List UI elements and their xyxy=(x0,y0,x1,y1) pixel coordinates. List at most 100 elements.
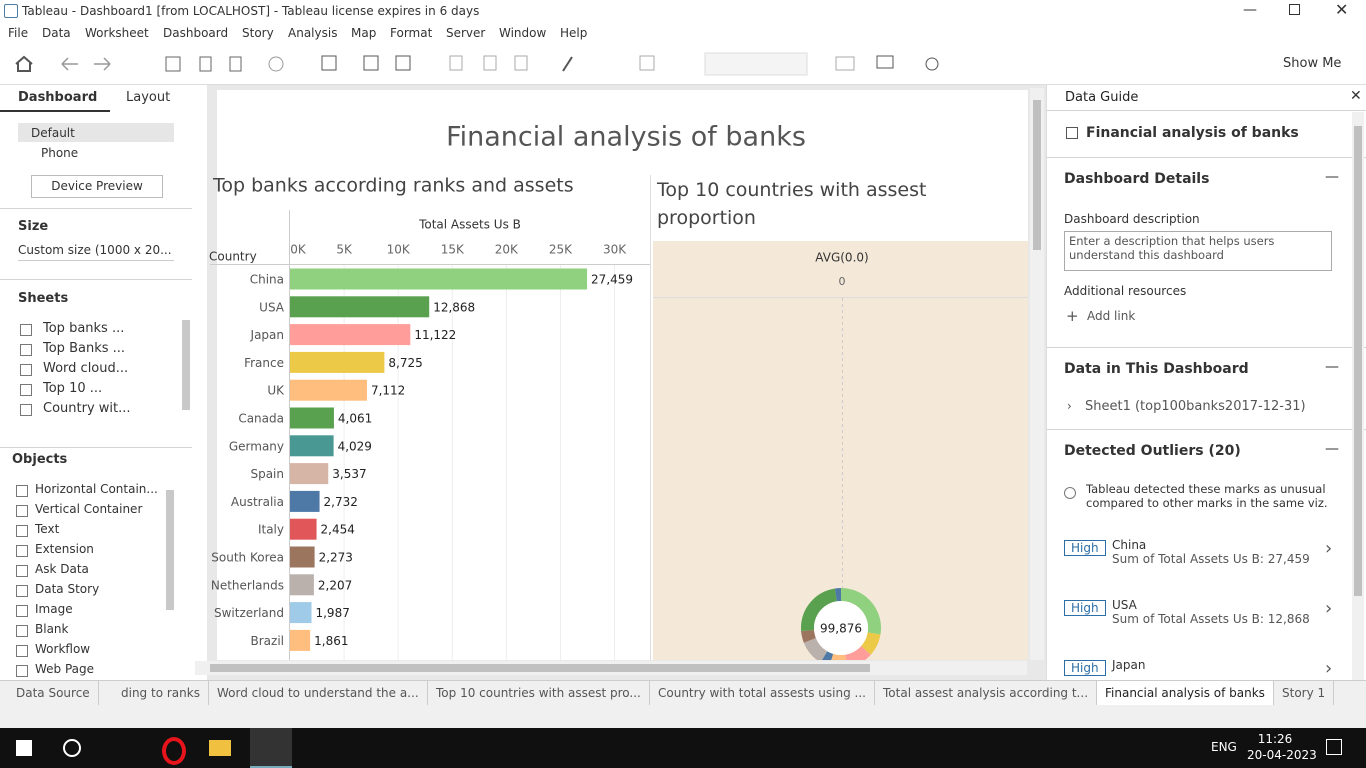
home-icon[interactable] xyxy=(15,55,33,72)
object-item[interactable]: Vertical Container xyxy=(35,502,143,516)
new-sheet-icon[interactable] xyxy=(321,55,337,71)
object-item[interactable]: Blank xyxy=(35,622,69,636)
collapse[interactable]: — xyxy=(1325,169,1339,185)
clear-icon[interactable] xyxy=(395,55,411,71)
time[interactable]: 11:26 xyxy=(1257,732,1293,746)
object-item[interactable]: Data Story xyxy=(35,582,100,596)
sheet-tab[interactable]: Top 10 countries with assest pro... xyxy=(428,681,650,705)
new-source-icon[interactable] xyxy=(199,56,212,72)
outlier-arrow[interactable]: › xyxy=(1325,538,1333,559)
bar xyxy=(290,296,430,318)
outlier-name[interactable]: China xyxy=(1112,538,1147,552)
device-default[interactable]: Default xyxy=(31,126,75,140)
restore[interactable] xyxy=(1289,4,1300,15)
guide-scrollbar[interactable] xyxy=(1352,112,1364,680)
data-heading[interactable]: Data in This Dashboard xyxy=(1064,361,1249,377)
undo-icon[interactable] xyxy=(61,57,78,71)
object-item[interactable]: Web Page xyxy=(35,662,95,676)
menu-item[interactable]: Format xyxy=(390,26,433,40)
details-heading[interactable]: Dashboard Details xyxy=(1064,171,1210,187)
sheet-item[interactable]: Top Banks ... xyxy=(43,341,126,356)
object-item[interactable]: Extension xyxy=(35,542,94,556)
expand-arrow[interactable]: › xyxy=(1067,399,1072,413)
sheet-tab[interactable]: Country with total assests using ... xyxy=(650,681,875,705)
pause-icon[interactable] xyxy=(229,56,242,72)
data-guide-close[interactable]: ✕ xyxy=(1350,88,1362,104)
object-item[interactable]: Image xyxy=(35,602,73,616)
add-link[interactable]: Add link xyxy=(1087,309,1136,323)
menu-item[interactable]: File xyxy=(8,26,29,40)
outlier-name[interactable]: Japan xyxy=(1112,658,1146,672)
share-icon[interactable] xyxy=(925,57,939,71)
start-button[interactable] xyxy=(16,740,32,756)
size-dropdown[interactable]: Custom size (1000 x 20... xyxy=(18,243,174,261)
sheet-tab[interactable]: Financial analysis of banks xyxy=(1097,681,1274,705)
show-me[interactable]: Show Me xyxy=(1283,56,1342,71)
minimize[interactable]: — xyxy=(1243,2,1257,18)
dashboard-tab[interactable]: Dashboard xyxy=(18,90,98,105)
object-item[interactable]: Horizontal Contain... xyxy=(35,482,158,496)
menu-item[interactable]: Help xyxy=(560,26,588,40)
redo-icon[interactable] xyxy=(94,57,111,71)
menu-item[interactable]: Story xyxy=(242,26,274,40)
device-preview-button[interactable]: Device Preview xyxy=(31,175,163,198)
canvas-h-scrollbar[interactable] xyxy=(195,661,1027,675)
menu-item[interactable]: Data xyxy=(42,26,71,40)
duplicate-icon[interactable] xyxy=(363,55,379,71)
object-item[interactable]: Ask Data xyxy=(35,562,89,576)
collapse[interactable]: — xyxy=(1325,441,1339,457)
object-item[interactable]: Text xyxy=(35,522,60,536)
refresh-icon[interactable] xyxy=(268,56,284,72)
menu-item[interactable]: Analysis xyxy=(288,26,338,40)
collapse[interactable]: — xyxy=(1325,359,1339,375)
menu-item[interactable]: Dashboard xyxy=(163,26,229,40)
outlier-arrow[interactable]: › xyxy=(1325,598,1333,619)
explorer-icon[interactable] xyxy=(209,740,231,756)
sort-asc-icon[interactable] xyxy=(483,55,497,71)
close[interactable]: ✕ xyxy=(1335,0,1349,19)
resources-label: Additional resources xyxy=(1064,284,1187,298)
tableau-taskbar[interactable] xyxy=(250,728,292,768)
language[interactable]: ENG xyxy=(1211,740,1237,754)
donut-center-label: 99,876 xyxy=(820,622,862,636)
outlier-name[interactable]: USA xyxy=(1112,598,1137,612)
sheet-tab[interactable]: ding to ranks xyxy=(113,681,209,705)
outlier-arrow[interactable]: › xyxy=(1325,658,1333,679)
swap-icon[interactable] xyxy=(449,55,463,71)
data-source[interactable]: Sheet1 (top100banks2017-12-31) xyxy=(1085,399,1306,414)
cards-icon[interactable] xyxy=(835,56,855,71)
menu-item[interactable]: Map xyxy=(351,26,377,40)
fit-dropdown[interactable] xyxy=(704,52,808,76)
presentation-icon[interactable] xyxy=(876,55,894,69)
description-input[interactable]: Enter a description that helps users und… xyxy=(1064,231,1332,271)
opera-icon[interactable] xyxy=(162,737,186,765)
highlight-icon[interactable] xyxy=(562,56,573,72)
menu-item[interactable]: Server xyxy=(446,26,486,40)
menu-item[interactable]: Window xyxy=(499,26,547,40)
menu-item[interactable]: Worksheet xyxy=(85,26,149,40)
x-axis-label: Total Assets Us B xyxy=(418,218,521,232)
sheet-tab[interactable]: Total assest analysis according t... xyxy=(875,681,1098,705)
layout-tab[interactable]: Layout xyxy=(126,90,171,105)
sheets-scrollbar[interactable] xyxy=(182,320,190,410)
label-icon[interactable] xyxy=(639,55,655,71)
sheet-item[interactable]: Word cloud... xyxy=(43,361,129,376)
device-phone[interactable]: Phone xyxy=(41,146,79,160)
sheet-tab[interactable]: Data Source xyxy=(8,681,99,705)
sheet-item[interactable]: Top 10 ... xyxy=(43,381,103,396)
sheet-tab[interactable]: Word cloud to understand the a... xyxy=(209,681,428,705)
data-guide-title: Data Guide xyxy=(1065,90,1139,105)
date[interactable]: 20-04-2023 xyxy=(1247,748,1317,762)
sheet-tab[interactable]: Story 1 xyxy=(1274,681,1335,705)
search-button[interactable] xyxy=(63,739,81,757)
outliers-heading[interactable]: Detected Outliers (20) xyxy=(1064,443,1241,459)
object-item[interactable]: Workflow xyxy=(35,642,91,656)
save-icon[interactable] xyxy=(165,56,181,72)
canvas-v-scrollbar[interactable] xyxy=(1030,88,1044,660)
objects-scrollbar[interactable] xyxy=(166,490,174,610)
object-icon xyxy=(16,605,28,617)
notifications[interactable] xyxy=(1326,739,1342,755)
sheet-item[interactable]: Country wit... xyxy=(43,401,131,416)
sheet-item[interactable]: Top banks ... xyxy=(43,321,125,336)
sort-desc-icon[interactable] xyxy=(514,55,528,71)
